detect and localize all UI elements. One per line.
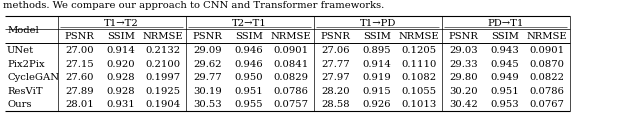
Text: 0.1013: 0.1013 <box>401 100 437 108</box>
Text: 0.0757: 0.0757 <box>274 100 308 108</box>
Text: 0.919: 0.919 <box>363 73 391 81</box>
Text: NRMSE: NRMSE <box>143 32 184 41</box>
Text: 29.80: 29.80 <box>449 73 477 81</box>
Text: 27.97: 27.97 <box>321 73 349 81</box>
Text: PSNR: PSNR <box>449 32 478 41</box>
Text: 0.949: 0.949 <box>491 73 519 81</box>
Text: 0.915: 0.915 <box>363 86 391 95</box>
Text: NRMSE: NRMSE <box>399 32 440 41</box>
Text: SSIM: SSIM <box>491 32 519 41</box>
Text: 0.1082: 0.1082 <box>402 73 436 81</box>
Text: methods. We compare our approach to CNN and Transformer frameworks.: methods. We compare our approach to CNN … <box>3 1 385 9</box>
Text: 0.953: 0.953 <box>491 100 519 108</box>
Text: UNet: UNet <box>7 46 34 55</box>
Text: 0.931: 0.931 <box>107 100 135 108</box>
Text: 29.09: 29.09 <box>193 46 221 55</box>
Text: 30.20: 30.20 <box>449 86 477 95</box>
Text: 27.00: 27.00 <box>65 46 93 55</box>
Text: NRMSE: NRMSE <box>271 32 312 41</box>
Text: 29.77: 29.77 <box>193 73 221 81</box>
Text: 0.1997: 0.1997 <box>146 73 180 81</box>
Text: 0.946: 0.946 <box>235 46 263 55</box>
Text: 0.0822: 0.0822 <box>530 73 564 81</box>
Text: 30.42: 30.42 <box>449 100 477 108</box>
Text: 0.0870: 0.0870 <box>530 59 564 68</box>
Text: 0.0841: 0.0841 <box>273 59 309 68</box>
Text: 0.1055: 0.1055 <box>402 86 436 95</box>
Text: 0.955: 0.955 <box>235 100 263 108</box>
Text: 29.62: 29.62 <box>193 59 221 68</box>
Text: 0.0829: 0.0829 <box>274 73 308 81</box>
Text: 30.19: 30.19 <box>193 86 221 95</box>
Text: SSIM: SSIM <box>235 32 263 41</box>
Text: SSIM: SSIM <box>363 32 391 41</box>
Text: Ours: Ours <box>7 100 31 108</box>
Text: 28.20: 28.20 <box>321 86 349 95</box>
Text: 27.60: 27.60 <box>65 73 93 81</box>
Text: 29.33: 29.33 <box>449 59 477 68</box>
Text: 0.0901: 0.0901 <box>274 46 308 55</box>
Text: 0.0786: 0.0786 <box>530 86 564 95</box>
Text: ResViT: ResViT <box>7 86 43 95</box>
Text: 0.946: 0.946 <box>235 59 263 68</box>
Text: 27.89: 27.89 <box>65 86 93 95</box>
Text: PSNR: PSNR <box>65 32 94 41</box>
Text: 27.77: 27.77 <box>321 59 349 68</box>
Text: 28.58: 28.58 <box>321 100 349 108</box>
Text: 28.01: 28.01 <box>65 100 93 108</box>
Text: 0.928: 0.928 <box>107 86 135 95</box>
Text: PSNR: PSNR <box>321 32 350 41</box>
Text: CycleGAN: CycleGAN <box>7 73 59 81</box>
Text: 0.0767: 0.0767 <box>530 100 564 108</box>
Text: 0.945: 0.945 <box>491 59 519 68</box>
Text: 0.0786: 0.0786 <box>274 86 308 95</box>
Text: 27.15: 27.15 <box>65 59 93 68</box>
Text: 0.951: 0.951 <box>235 86 263 95</box>
Text: 0.1925: 0.1925 <box>146 86 180 95</box>
Text: PD→T1: PD→T1 <box>488 19 524 28</box>
Text: 0.895: 0.895 <box>363 46 391 55</box>
Text: T2→T1: T2→T1 <box>232 19 267 28</box>
Text: T1→PD: T1→PD <box>360 19 396 28</box>
Text: 0.943: 0.943 <box>491 46 519 55</box>
Text: Model: Model <box>7 25 39 34</box>
Text: 0.1904: 0.1904 <box>145 100 181 108</box>
Text: Pix2Pix: Pix2Pix <box>7 59 45 68</box>
Text: 27.06: 27.06 <box>321 46 349 55</box>
Text: NRMSE: NRMSE <box>527 32 568 41</box>
Text: 30.53: 30.53 <box>193 100 221 108</box>
Text: 0.920: 0.920 <box>107 59 135 68</box>
Text: 29.03: 29.03 <box>449 46 477 55</box>
Text: 0.2132: 0.2132 <box>146 46 180 55</box>
Text: 0.1110: 0.1110 <box>401 59 437 68</box>
Text: 0.0901: 0.0901 <box>530 46 564 55</box>
Text: SSIM: SSIM <box>107 32 135 41</box>
Text: PSNR: PSNR <box>193 32 222 41</box>
Text: 0.928: 0.928 <box>107 73 135 81</box>
Text: 0.2100: 0.2100 <box>146 59 180 68</box>
Text: 0.1205: 0.1205 <box>402 46 436 55</box>
Text: 0.914: 0.914 <box>362 59 392 68</box>
Text: 0.914: 0.914 <box>106 46 136 55</box>
Text: 0.951: 0.951 <box>491 86 519 95</box>
Text: 0.950: 0.950 <box>235 73 263 81</box>
Text: 0.926: 0.926 <box>363 100 391 108</box>
Text: T1→T2: T1→T2 <box>104 19 139 28</box>
